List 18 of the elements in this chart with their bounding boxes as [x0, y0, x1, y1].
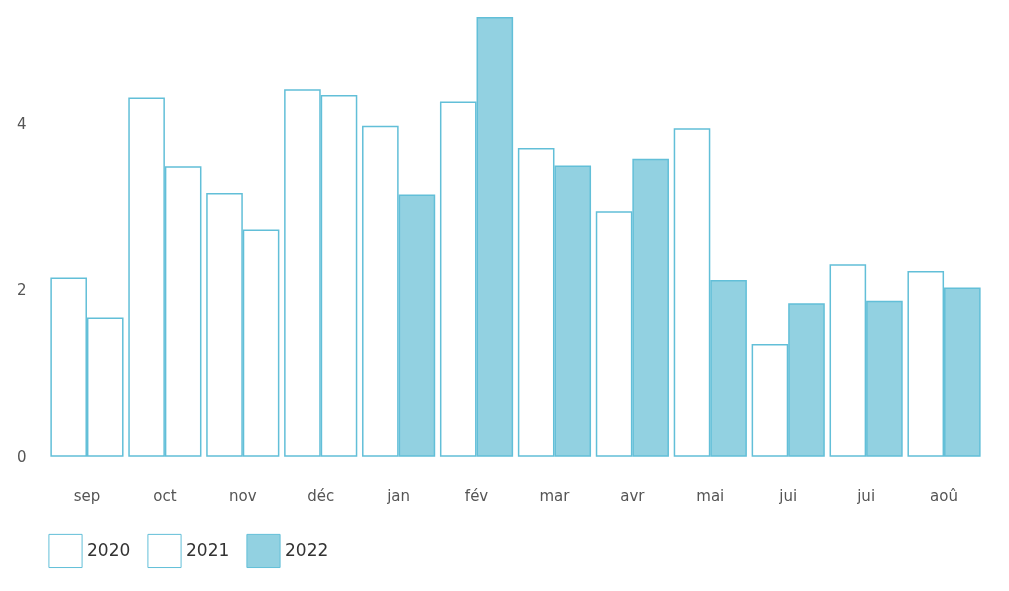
- legend-label: 2021: [186, 539, 230, 560]
- x-tick-label: sep: [73, 486, 101, 505]
- x-tick-label: fév: [464, 486, 489, 505]
- x-tick-label: jan: [386, 486, 411, 505]
- x-tick-label: déc: [307, 486, 335, 505]
- legend-label: 2020: [87, 539, 131, 560]
- y-tick-label: 0: [16, 447, 27, 466]
- x-tick-label: avr: [620, 486, 646, 505]
- x-tick-label: jui: [856, 486, 876, 505]
- y-tick-label: 2: [16, 281, 27, 300]
- x-tick-label: mar: [539, 486, 571, 505]
- legend-label: 2022: [285, 539, 329, 560]
- x-tick-label: aoû: [930, 486, 958, 505]
- x-tick-label: mai: [696, 486, 725, 505]
- x-tick-label: jui: [778, 486, 798, 505]
- y-tick-label: 4: [16, 115, 27, 134]
- x-tick-label: oct: [153, 486, 177, 505]
- x-tick-label: nov: [229, 486, 257, 505]
